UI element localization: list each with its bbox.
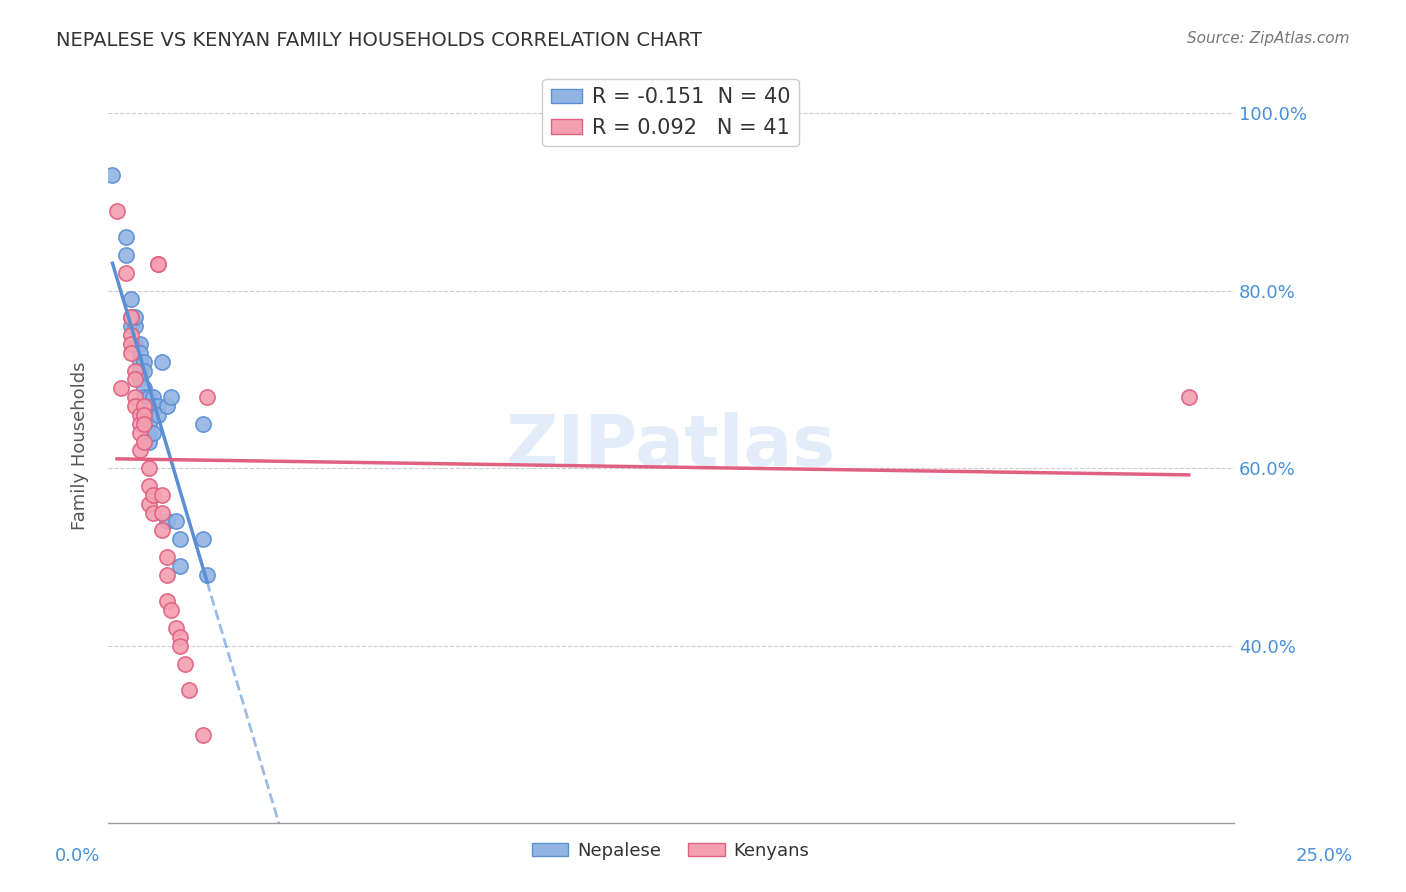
Point (169, 639, 191, 653)
Point (128, 345, 150, 359)
Point (138, 479, 160, 493)
Point (124, 319, 146, 334)
Point (132, 363, 155, 377)
Point (142, 390, 165, 404)
Point (160, 603, 183, 617)
Point (160, 390, 183, 404)
Point (124, 336, 146, 351)
Point (138, 425, 160, 440)
Point (120, 293, 142, 307)
Text: 25.0%: 25.0% (1296, 847, 1353, 865)
Point (124, 390, 146, 404)
Point (132, 399, 155, 413)
Point (128, 408, 150, 422)
Point (142, 425, 165, 440)
Point (155, 549, 177, 564)
Point (128, 443, 150, 458)
Point (146, 408, 169, 422)
Point (155, 399, 177, 413)
Point (120, 310, 142, 325)
Point (165, 515, 187, 529)
Point (191, 728, 214, 742)
Point (146, 257, 169, 271)
Point (120, 319, 142, 334)
Point (138, 417, 160, 431)
Point (128, 417, 150, 431)
Point (132, 417, 155, 431)
Point (132, 408, 155, 422)
Point (191, 533, 214, 547)
Text: ZIPatlas: ZIPatlas (506, 411, 837, 481)
Y-axis label: Family Households: Family Households (72, 362, 89, 530)
Point (120, 336, 142, 351)
Point (169, 533, 191, 547)
Point (132, 399, 155, 413)
Point (132, 354, 155, 368)
Legend: R = -0.151  N = 40, R = 0.092   N = 41: R = -0.151 N = 40, R = 0.092 N = 41 (543, 78, 799, 146)
Text: NEPALESE VS KENYAN FAMILY HOUSEHOLDS CORRELATION CHART: NEPALESE VS KENYAN FAMILY HOUSEHOLDS COR… (56, 31, 702, 50)
Point (138, 497, 160, 511)
Point (150, 506, 173, 520)
Point (138, 434, 160, 449)
Point (124, 399, 146, 413)
Point (150, 354, 173, 368)
Point (110, 381, 132, 395)
Point (155, 515, 177, 529)
Point (132, 390, 155, 404)
Point (155, 567, 177, 582)
Point (138, 408, 160, 422)
Point (124, 363, 146, 377)
Point (195, 390, 218, 404)
Point (138, 390, 160, 404)
Point (115, 266, 138, 280)
Point (169, 630, 191, 644)
Point (150, 524, 173, 538)
Point (191, 417, 214, 431)
Point (120, 310, 142, 325)
Point (142, 506, 165, 520)
Point (132, 434, 155, 449)
Point (128, 372, 150, 386)
Point (128, 363, 150, 377)
Point (142, 488, 165, 502)
Point (120, 345, 142, 359)
Point (101, 168, 124, 182)
Point (169, 558, 191, 573)
Point (150, 488, 173, 502)
Point (1177, 390, 1199, 404)
Point (115, 230, 138, 244)
Point (195, 567, 218, 582)
Point (128, 336, 150, 351)
Text: Source: ZipAtlas.com: Source: ZipAtlas.com (1187, 31, 1350, 46)
Text: 0.0%: 0.0% (55, 847, 100, 865)
Point (132, 381, 155, 395)
Point (142, 399, 165, 413)
Point (177, 683, 200, 698)
Point (105, 203, 128, 218)
Point (115, 248, 138, 262)
Point (165, 621, 187, 635)
Point (124, 372, 146, 386)
Point (128, 354, 150, 368)
Point (173, 657, 195, 671)
Point (155, 594, 177, 608)
Point (132, 408, 155, 422)
Point (120, 328, 142, 343)
Point (138, 461, 160, 475)
Point (146, 399, 169, 413)
Point (124, 310, 146, 325)
Point (146, 257, 169, 271)
Point (128, 425, 150, 440)
